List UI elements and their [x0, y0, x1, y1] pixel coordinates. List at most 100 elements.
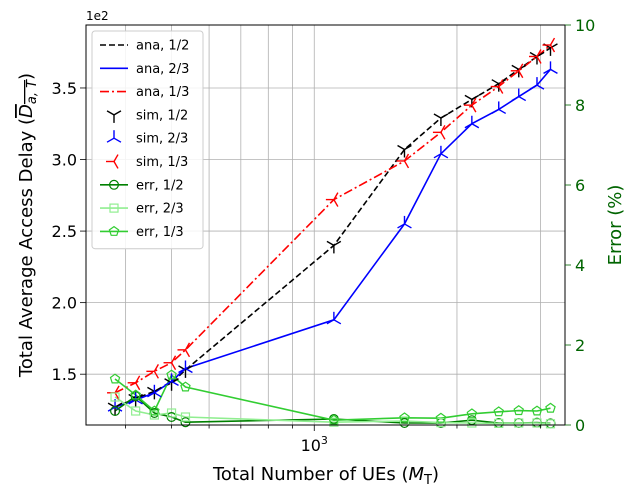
marker-arm: [471, 97, 477, 106]
square-marker: [436, 418, 446, 428]
y-axis-left-label: Total Average Access Delay (Da, T): [16, 73, 40, 378]
marker-arm: [404, 223, 412, 229]
tri-marker: [433, 145, 449, 159]
y-left-tick-label: 2.5: [52, 222, 77, 241]
tri-marker: [529, 77, 545, 90]
tri-marker: [325, 192, 339, 207]
marker-arm: [326, 240, 335, 247]
marker-arm: [397, 223, 405, 229]
tri-marker: [433, 113, 449, 127]
marker-arm: [498, 108, 507, 115]
marker-arm: [113, 161, 119, 169]
tri-marker: [464, 115, 480, 129]
square-marker: [149, 410, 159, 420]
series-markers: [107, 37, 558, 429]
marker-arm: [491, 108, 500, 115]
tri-marker: [397, 144, 412, 158]
marker-arm: [106, 137, 115, 143]
marker-arm: [171, 380, 179, 386]
marker-arm: [106, 110, 115, 116]
legend-label: sim, 2/3: [136, 132, 188, 147]
legend-label: err, 1/2: [136, 178, 184, 193]
pentagon-marker: [180, 381, 191, 392]
y-right-tick-label: 6: [575, 176, 585, 195]
square-marker: [110, 392, 120, 402]
x-tick-label: 103: [301, 434, 328, 455]
square-marker: [494, 418, 504, 428]
marker-arm: [178, 367, 186, 374]
marker-arm: [184, 342, 191, 351]
pentagon-marker: [435, 412, 447, 423]
legend-label: err, 1/3: [136, 225, 184, 240]
marker-arm: [113, 154, 119, 162]
tri-marker: [127, 375, 141, 391]
tri-marker: [163, 355, 177, 371]
pentagon-marker: [149, 405, 160, 416]
marker-arm: [147, 386, 155, 392]
marker-arm: [184, 349, 191, 358]
marker-arm: [135, 375, 141, 384]
marker-arm: [543, 68, 551, 74]
y-left-tick-label: 2.0: [52, 294, 77, 313]
marker-arm: [147, 392, 155, 398]
pentagon-marker: [531, 405, 543, 416]
axes: 103 1.5 2.0 2.5 3.0 3.5 0 2 4 6 8 10: [52, 16, 596, 455]
tri-marker: [528, 49, 542, 64]
marker-arm: [333, 192, 339, 200]
tri-marker: [510, 63, 524, 79]
tri-marker: [396, 153, 410, 169]
marker-arm: [464, 94, 473, 101]
marker-arm: [333, 199, 339, 207]
tri-marker: [147, 384, 162, 398]
marker-arm: [471, 123, 480, 129]
marker-arm: [326, 319, 335, 325]
tri-marker: [106, 154, 119, 169]
marker-arm: [549, 44, 556, 53]
marker-arm: [511, 95, 520, 102]
tri-marker: [397, 215, 412, 229]
legend-label: ana, 2/3: [136, 62, 189, 77]
pentagon-marker: [399, 412, 410, 423]
marker-arm: [549, 37, 556, 46]
marker-arm: [113, 137, 122, 143]
legend-label: err, 2/3: [136, 202, 184, 217]
marker-arm: [440, 113, 449, 119]
pentagon-marker: [466, 408, 478, 419]
y-right-tick-label: 0: [575, 416, 585, 435]
marker-arm: [464, 123, 473, 129]
marker-arm: [550, 68, 558, 74]
marker-arm: [511, 64, 520, 70]
circle-marker: [110, 406, 121, 417]
pentagon-marker: [513, 405, 525, 416]
pentagon-marker: [328, 414, 340, 425]
marker-arm: [471, 104, 477, 113]
tri-marker: [542, 37, 556, 53]
tri-marker: [326, 311, 342, 325]
marker-arm: [403, 160, 410, 169]
y-axis-right-label: Error (%): [605, 185, 626, 266]
marker-arm: [529, 84, 538, 90]
pentagon-marker: [130, 389, 141, 400]
marker-arm: [536, 84, 545, 90]
y-right-tick-label: 8: [575, 96, 585, 115]
marker-arm: [518, 95, 527, 102]
square-marker: [180, 412, 191, 422]
tri-marker: [432, 125, 446, 140]
marker-arm: [154, 392, 162, 398]
tri-marker: [164, 373, 179, 386]
tri-marker: [463, 97, 477, 113]
tri-marker: [326, 240, 342, 254]
marker-arm: [170, 362, 177, 371]
legend: ana, 1/2 ana, 2/3 ana, 1/3 sim, 1/2 sim, 2/3…: [91, 30, 204, 250]
tri-marker: [511, 88, 527, 102]
marker-arm: [518, 70, 524, 79]
legend-label: sim, 1/3: [136, 155, 188, 170]
marker-arm: [491, 79, 500, 85]
marker-arm: [333, 319, 342, 325]
y-right-tick-label: 2: [575, 336, 585, 355]
tri-marker: [106, 110, 122, 123]
pentagon-marker: [109, 373, 121, 384]
tri-marker: [543, 61, 558, 74]
square-marker: [467, 418, 477, 428]
